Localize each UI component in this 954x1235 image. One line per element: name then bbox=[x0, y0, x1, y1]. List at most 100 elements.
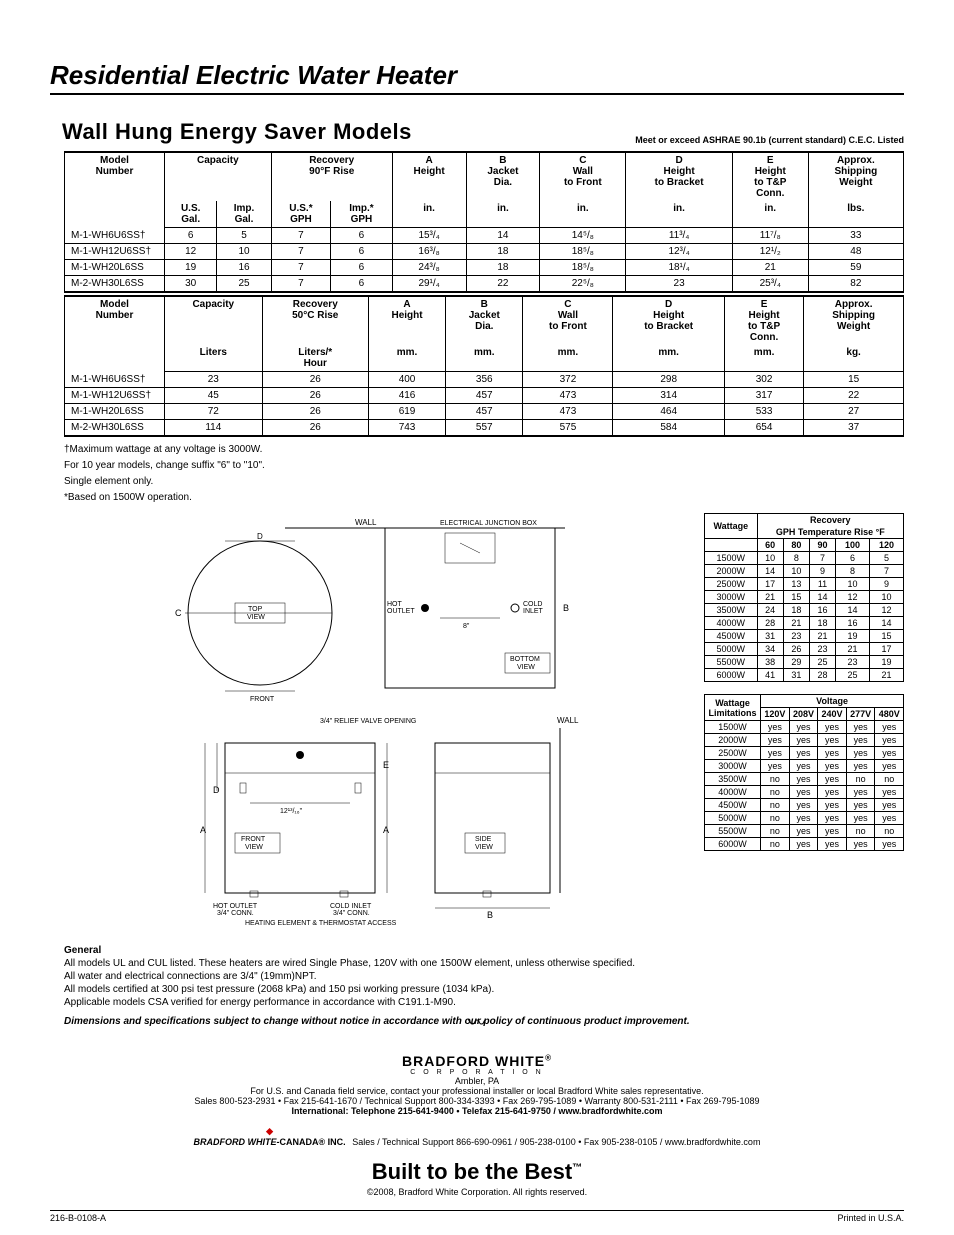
table-cell: 26 bbox=[262, 420, 368, 437]
table-cell: 5000W bbox=[705, 643, 758, 656]
table-cell: yes bbox=[818, 734, 847, 747]
page-footer: 〰 BRADFORD WHITE® C O R P O R A T I O N … bbox=[50, 1009, 904, 1197]
printed-in: Printed in U.S.A. bbox=[837, 1213, 904, 1223]
table-cell: 317 bbox=[724, 388, 803, 404]
table-cell: 15 bbox=[870, 630, 904, 643]
table-cell: 25 bbox=[809, 656, 835, 669]
table-cell: 16 bbox=[217, 260, 271, 276]
canada-line: ◆BRADFORD WHITE-CANADA® INC. Sales / Tec… bbox=[50, 1126, 904, 1147]
table-cell: 26 bbox=[262, 372, 368, 388]
table-cell: 473 bbox=[523, 404, 613, 420]
label-heating: HEATING ELEMENT & THERMOSTAT ACCESS bbox=[245, 920, 397, 927]
table-cell: 18⁵/₈ bbox=[540, 244, 626, 260]
table-cell: 3000W bbox=[705, 591, 758, 604]
col-b: BJacketDia. bbox=[446, 296, 523, 345]
copyright: ©2008, Bradford White Corporation. All r… bbox=[50, 1187, 904, 1197]
table-cell: yes bbox=[875, 838, 904, 851]
spec-table-metric: ModelNumber Capacity Recovery50°C Rise A… bbox=[64, 295, 904, 437]
svg-text:VIEW: VIEW bbox=[247, 614, 265, 621]
table-cell: yes bbox=[761, 747, 790, 760]
diagram-area: WALL ELECTRICAL JUNCTION BOX TOP VIEW C … bbox=[64, 513, 686, 933]
table-cell: 9 bbox=[870, 578, 904, 591]
col-e: EHeightto T&PConn. bbox=[724, 296, 803, 345]
general-heading: General bbox=[64, 945, 904, 956]
table-cell: M-2-WH30L6SS bbox=[65, 420, 165, 437]
table-cell: 15 bbox=[804, 372, 904, 388]
table-cell: yes bbox=[875, 812, 904, 825]
table-cell: 28 bbox=[809, 669, 835, 682]
col-a: AHeight bbox=[392, 152, 466, 201]
table-cell: 29 bbox=[783, 656, 809, 669]
table-cell: 6 bbox=[331, 228, 393, 244]
table-cell: 7 bbox=[271, 244, 330, 260]
table-cell: 2500W bbox=[705, 747, 761, 760]
table-cell: 6 bbox=[331, 276, 393, 293]
table-cell: 21 bbox=[836, 643, 870, 656]
footnote: †Maximum wattage at any voltage is 3000W… bbox=[64, 443, 904, 457]
col-recovery: Recovery50°C Rise bbox=[262, 296, 368, 345]
table-cell: 14⁵/₈ bbox=[540, 228, 626, 244]
table-cell: 21 bbox=[732, 260, 808, 276]
table-cell: 12¹/₂ bbox=[732, 244, 808, 260]
table-cell: yes bbox=[818, 760, 847, 773]
table-cell: 10 bbox=[870, 591, 904, 604]
table-cell: no bbox=[761, 799, 790, 812]
svg-text:VIEW: VIEW bbox=[245, 844, 263, 851]
table-cell: yes bbox=[818, 812, 847, 825]
col-480v: 480V bbox=[875, 708, 904, 721]
recovery-table: Wattage Recovery GPH Temperature Rise °F… bbox=[704, 513, 904, 682]
unit-in: in. bbox=[732, 201, 808, 228]
voltage-title: Voltage bbox=[761, 695, 904, 708]
table-cell: yes bbox=[846, 760, 875, 773]
table-cell: no bbox=[846, 773, 875, 786]
table-cell: 7 bbox=[271, 260, 330, 276]
unit-in: in. bbox=[466, 201, 540, 228]
label-wall: WALL bbox=[355, 518, 377, 527]
section-title: Wall Hung Energy Saver Models bbox=[62, 119, 412, 145]
table-cell: M-2-WH30L6SS bbox=[65, 276, 165, 293]
table-cell: 4500W bbox=[705, 630, 758, 643]
table-cell: 33 bbox=[808, 228, 903, 244]
table-cell: 26 bbox=[262, 388, 368, 404]
table-cell: yes bbox=[818, 799, 847, 812]
label-c: C bbox=[175, 608, 182, 618]
label-d: D bbox=[213, 785, 220, 795]
table-cell: yes bbox=[789, 825, 818, 838]
table-cell: 26 bbox=[783, 643, 809, 656]
col-usgal: U.S.Gal. bbox=[165, 201, 217, 228]
svg-text:BOTTOM: BOTTOM bbox=[510, 656, 540, 663]
table-cell: no bbox=[761, 825, 790, 838]
table-cell: 3500W bbox=[705, 773, 761, 786]
table-cell: 38 bbox=[757, 656, 783, 669]
svg-text:3/4" CONN.: 3/4" CONN. bbox=[333, 910, 370, 917]
table-cell: 3500W bbox=[705, 604, 758, 617]
table-cell: 4000W bbox=[705, 786, 761, 799]
rep-line: For U.S. and Canada field service, conta… bbox=[50, 1086, 904, 1096]
table-cell: yes bbox=[789, 812, 818, 825]
table-cell: yes bbox=[846, 747, 875, 760]
table-cell: 7 bbox=[809, 552, 835, 565]
col-120v: 120V bbox=[761, 708, 790, 721]
svg-text:VIEW: VIEW bbox=[475, 844, 493, 851]
table-cell: 19 bbox=[165, 260, 217, 276]
col-277v: 277V bbox=[846, 708, 875, 721]
col-240v: 240V bbox=[818, 708, 847, 721]
table-cell: 34 bbox=[757, 643, 783, 656]
table-cell: 45 bbox=[165, 388, 263, 404]
sales-line: Sales 800-523-2931 • Fax 215-641-1670 / … bbox=[50, 1096, 904, 1106]
table-cell: 2000W bbox=[705, 565, 758, 578]
table-cell: 25 bbox=[217, 276, 271, 293]
table-cell: yes bbox=[818, 825, 847, 838]
table-cell: M-1-WH12U6SS† bbox=[65, 244, 165, 260]
col-90: 90 bbox=[809, 539, 835, 552]
table-cell: 6 bbox=[331, 260, 393, 276]
table-cell: 1500W bbox=[705, 552, 758, 565]
recovery-subtitle: GPH Temperature Rise °F bbox=[757, 526, 903, 539]
label-wall: WALL bbox=[557, 716, 579, 725]
voltage-table: WattageLimitations Voltage 120V 208V 240… bbox=[704, 694, 904, 851]
table-cell: 457 bbox=[446, 388, 523, 404]
table-cell: M-1-WH20L6SS bbox=[65, 404, 165, 420]
label-b: B bbox=[487, 910, 493, 920]
table-cell: yes bbox=[875, 734, 904, 747]
svg-text:SIDE: SIDE bbox=[475, 836, 492, 843]
